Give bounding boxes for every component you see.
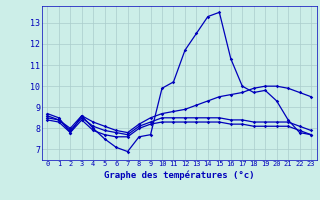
X-axis label: Graphe des températures (°c): Graphe des températures (°c) — [104, 170, 254, 180]
